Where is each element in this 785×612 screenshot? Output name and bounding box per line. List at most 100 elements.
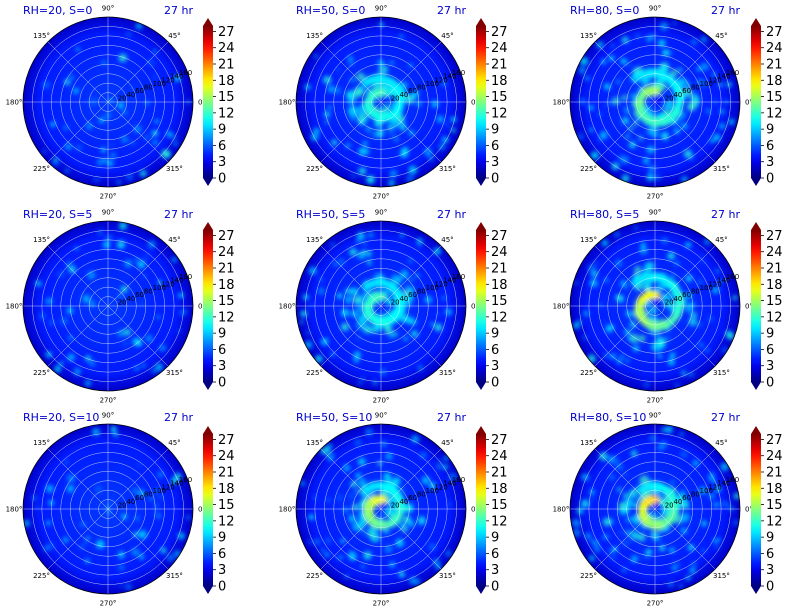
heat-blob: [733, 520, 739, 526]
heat-blob: [428, 482, 436, 490]
heat-blob: [354, 302, 359, 307]
heat-blob: [587, 264, 597, 273]
heat-blob: [732, 295, 738, 301]
heat-blob: [116, 180, 121, 185]
heat-blob: [354, 438, 362, 447]
angle-tick-label: 135°: [306, 236, 323, 244]
heat-blob: [659, 22, 669, 31]
colorbar-extend-max: [751, 222, 761, 230]
colorbar-tick-label: 12: [491, 514, 508, 529]
colorbar-tick-label: 21: [491, 262, 508, 277]
heat-field: [304, 22, 457, 187]
heat-blob: [408, 130, 415, 136]
heat-blob: [684, 81, 690, 87]
heat-blob: [657, 353, 663, 359]
radial-tick-label: 100: [426, 487, 439, 495]
heat-blob: [134, 515, 140, 521]
heat-blob: [355, 472, 362, 479]
heat-blob: [380, 491, 385, 496]
heat-blob: [362, 141, 368, 146]
heat-blob: [64, 143, 72, 151]
angle-tick-label: 315°: [439, 572, 456, 580]
heat-blob: [677, 499, 687, 509]
heat-blob: [356, 232, 366, 241]
colorbar-tick-label: 6: [218, 343, 226, 358]
heat-blob: [85, 355, 91, 362]
colorbar-tick-label: 3: [491, 359, 499, 374]
heat-blob: [424, 148, 432, 156]
heat-blob: [445, 308, 453, 316]
colorbar-gradient: [203, 230, 213, 382]
grid-spoke: [107, 508, 169, 570]
heat-blob: [679, 431, 685, 437]
angle-tick-label: 90°: [649, 5, 661, 13]
grid-spoke: [47, 508, 109, 570]
heat-blob: [335, 67, 341, 72]
polar-frame: [22, 423, 194, 595]
radial-tick-label: 20: [665, 94, 674, 102]
panel-time: 27 hr: [437, 208, 466, 221]
colorbar-tick-label: 21: [766, 466, 783, 481]
heat-blob: [358, 478, 367, 487]
heat-blob: [66, 474, 76, 483]
heat-blob: [118, 53, 128, 63]
radial-tick-label: 40: [673, 295, 682, 303]
angle-tick-label: 270°: [647, 193, 664, 201]
heat-blob: [608, 55, 615, 62]
heat-blob: [330, 242, 335, 247]
heat-blob: [395, 538, 404, 548]
heat-blob: [428, 543, 436, 551]
heat-blob: [691, 561, 697, 567]
radial-tick-label: 40: [399, 498, 408, 506]
heat-blob: [661, 237, 668, 245]
heat-blob: [123, 328, 131, 336]
heat-blob: [430, 321, 435, 327]
grid-spoke: [594, 508, 656, 570]
heat-blob: [625, 134, 630, 139]
spiral-band: [361, 485, 371, 495]
angle-tick-label: 315°: [439, 369, 456, 377]
angle-tick-label: 315°: [713, 165, 730, 173]
radial-tick-label: 20: [391, 94, 400, 102]
heat-blob: [692, 459, 700, 467]
heat-blob: [66, 307, 74, 314]
heat-blob: [421, 476, 430, 485]
grid-spoke: [654, 305, 716, 367]
heat-blob: [630, 323, 636, 329]
heat-blob: [388, 179, 395, 187]
heat-blob: [154, 119, 159, 124]
heat-blob: [672, 20, 677, 26]
heat-blob: [50, 121, 56, 127]
heat-blob: [378, 65, 389, 75]
heat-blob: [434, 323, 443, 332]
angle-tick-label: 0°: [471, 506, 479, 514]
heat-blob: [139, 170, 147, 177]
heat-blob: [408, 521, 415, 527]
heat-blob: [120, 285, 128, 293]
heat-blob: [121, 110, 127, 116]
heat-blob: [617, 487, 622, 492]
radial-tick-label: 60: [408, 494, 417, 502]
grid-spoke: [320, 508, 382, 570]
heat-blob: [130, 140, 136, 146]
heat-blob: [122, 340, 129, 347]
radial-tick-label: 80: [691, 491, 700, 499]
colorbar-tick-label: 27: [491, 25, 508, 40]
heat-blob: [347, 492, 357, 501]
angle-tick-label: 315°: [166, 572, 183, 580]
heat-blob: [593, 545, 601, 553]
colorbar-gradient: [751, 26, 761, 178]
heat-blob: [603, 83, 611, 90]
angle-tick-label: 270°: [373, 193, 390, 201]
radial-tick-label: 80: [417, 491, 426, 499]
heat-blob: [340, 322, 350, 332]
grid-spoke: [380, 101, 442, 163]
heat-blob: [75, 47, 81, 52]
colorbar-tick-label: 24: [491, 245, 508, 260]
heat-blob: [700, 254, 704, 258]
heat-blob: [308, 539, 313, 544]
heat-blob: [326, 498, 331, 502]
